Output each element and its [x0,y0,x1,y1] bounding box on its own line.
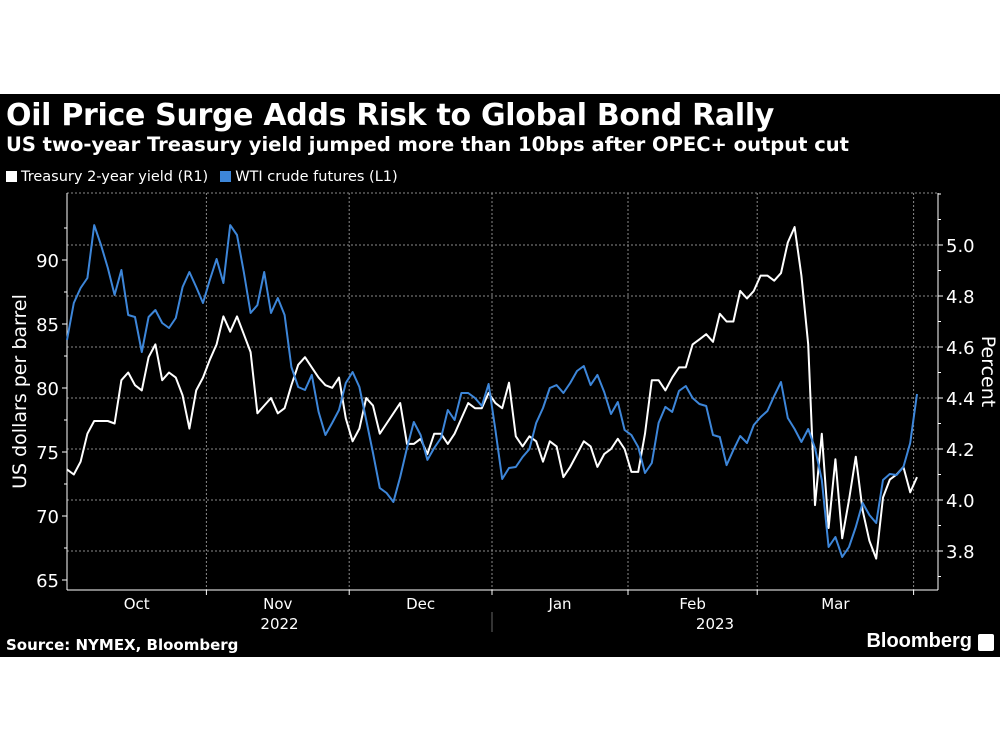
left-axis-tick-label: 85 [36,315,59,336]
x-axis-year-label: 2023 [696,615,734,633]
x-axis-month-label: Oct [124,595,150,613]
right-axis-tick-label: 3.8 [946,542,975,563]
x-axis-month-label: Jan [547,595,571,613]
treasury-yield-line [66,226,918,560]
right-axis-tick-label: 4.0 [946,491,975,512]
right-axis-title: Percent [977,336,999,408]
wti-crude-line [66,224,918,558]
legend: Treasury 2-year yield (R1) WTI crude fut… [6,169,398,185]
chart-subtitle: US two-year Treasury yield jumped more t… [6,133,849,156]
legend-label: Treasury 2-year yield (R1) [21,169,209,185]
bloomberg-chart-icon [978,634,994,651]
left-axis-tick-label: 90 [36,251,59,272]
source-note: Source: NYMEX, Bloomberg [6,636,239,654]
legend-label: WTI crude futures (L1) [235,169,398,185]
bloomberg-logo: Bloomberg [866,630,972,652]
x-axis-month-label: Mar [821,595,850,613]
right-axis-tick-label: 4.6 [946,338,975,359]
left-axis-tick-label: 75 [36,443,59,464]
x-axis-month-label: Feb [679,595,706,613]
chart-title: Oil Price Surge Adds Risk to Global Bond… [6,98,775,133]
legend-item-wti: WTI crude futures (L1) [220,169,398,185]
legend-swatch-white [6,171,17,182]
right-axis-tick-label: 4.8 [946,287,975,308]
left-axis-tick-label: 80 [36,379,59,400]
left-axis-tick-label: 65 [36,571,59,592]
right-axis-tick-label: 4.4 [946,389,975,410]
right-axis-tick-label: 4.2 [946,440,975,461]
left-axis-title: US dollars per barrel [9,294,31,489]
left-axis-tick-label: 70 [36,507,59,528]
legend-swatch-blue [220,171,232,182]
right-axis-tick-label: 5.0 [946,236,975,257]
x-axis-month-label: Dec [406,595,435,613]
x-axis-year-label: 2022 [260,615,298,633]
legend-item-treasury: Treasury 2-year yield (R1) [6,169,208,185]
x-axis-month-label: Nov [263,595,292,613]
